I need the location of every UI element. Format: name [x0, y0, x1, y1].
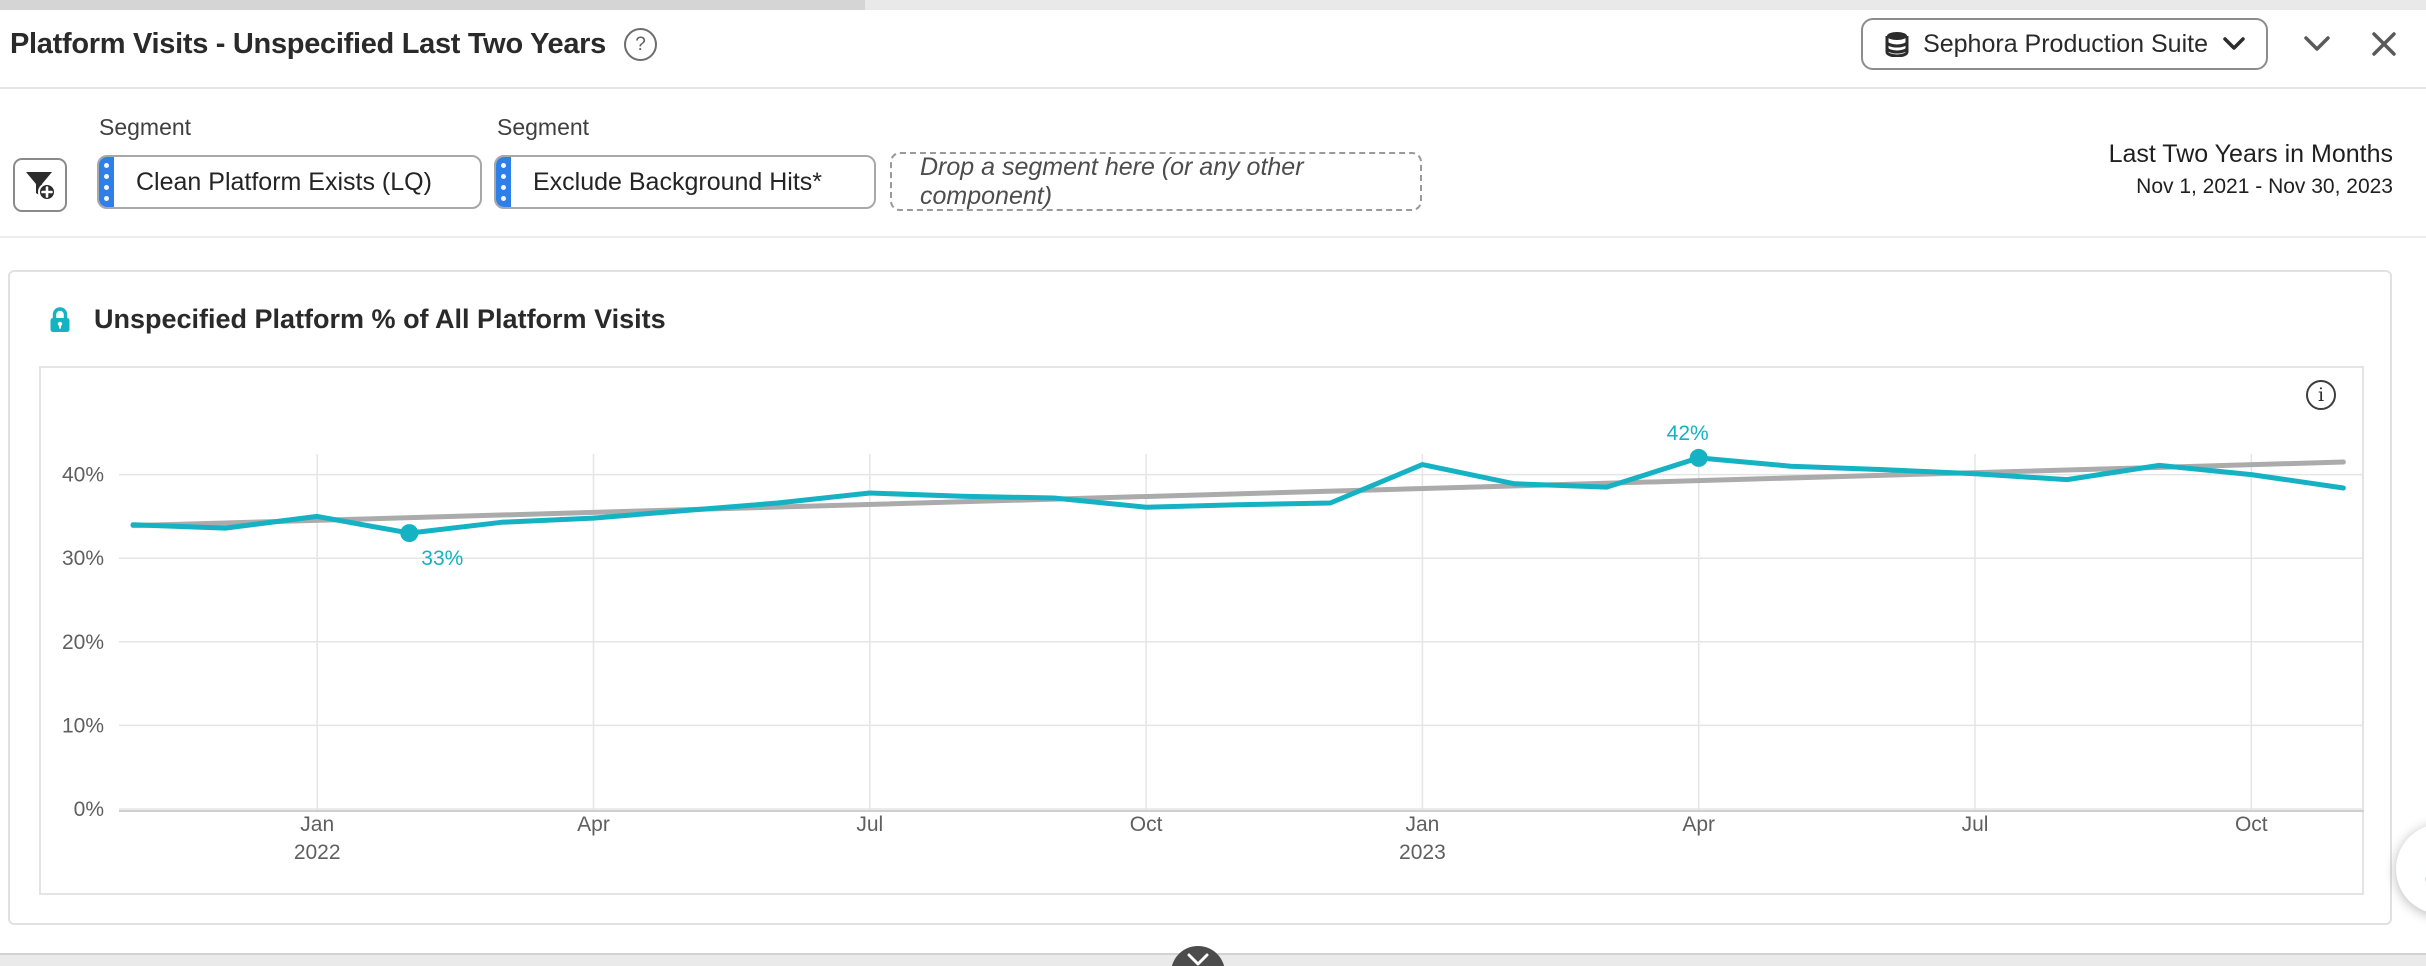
assistant-logo-icon	[2425, 877, 2426, 882]
visualization-panel: Unspecified Platform % of All Platform V…	[8, 270, 2392, 925]
panel-header-left: Platform Visits - Unspecified Last Two Y…	[10, 28, 657, 61]
data-point-dot[interactable]	[1689, 448, 1708, 467]
x-axis-tick-label: Apr	[577, 813, 610, 836]
data-point-label: 42%	[1667, 422, 1709, 445]
report-suite-selector[interactable]: Sephora Production Suite	[1861, 18, 2268, 70]
segment-pill-label: Clean Platform Exists (LQ)	[136, 167, 432, 196]
x-axis-tick-label: Oct	[1130, 813, 1163, 836]
segment-drop-zone-text: Drop a segment here (or any other compon…	[920, 152, 1304, 210]
y-axis-tick-label: 10%	[62, 714, 104, 737]
x-axis-tick-label: Oct	[2235, 813, 2268, 836]
add-filter-button[interactable]	[13, 158, 67, 212]
y-axis-tick-label: 30%	[62, 547, 104, 570]
segment-pill-clean-platform[interactable]: Clean Platform Exists (LQ)	[97, 155, 482, 209]
filter-section-divider	[0, 236, 2426, 238]
date-range-display[interactable]: Last Two Years in Months Nov 1, 2021 - N…	[2109, 140, 2393, 199]
line-chart-container[interactable]: 0% 10% 20% 30% 40% Jan 2022 Apr Jul Oct Jan 2023 Apr…	[39, 366, 2364, 895]
horizontal-scrollbar[interactable]	[0, 0, 2426, 10]
data-point-label: 33%	[421, 547, 463, 570]
panel-header-right: Sephora Production Suite	[1861, 18, 2402, 70]
visualization-title-row: Unspecified Platform % of All Platform V…	[48, 304, 666, 335]
segment-drag-handle[interactable]	[99, 157, 114, 207]
data-point-dot[interactable]	[400, 524, 419, 543]
x-axis-tick-label: Jan	[300, 813, 334, 836]
x-axis-year-label: 2022	[294, 841, 341, 864]
chevron-down-icon	[2222, 36, 2246, 52]
panel-header: Platform Visits - Unspecified Last Two Y…	[0, 10, 2426, 89]
lock-icon	[48, 306, 72, 334]
segment-drag-handle[interactable]	[496, 157, 511, 207]
chevron-down-icon	[1187, 953, 1209, 966]
segment-pill-label: Exclude Background Hits*	[533, 167, 823, 196]
segment-drop-zone[interactable]: Drop a segment here (or any other compon…	[890, 152, 1422, 211]
chart-title: Unspecified Platform % of All Platform V…	[94, 304, 666, 334]
database-icon	[1885, 31, 1909, 57]
info-icon[interactable]: i	[2306, 380, 2336, 410]
x-axis-tick-label: Jul	[856, 813, 883, 836]
funnel-plus-icon	[22, 167, 58, 203]
x-axis-tick-label: Jan	[1405, 813, 1439, 836]
x-axis-year-label: 2023	[1399, 841, 1446, 864]
line-chart[interactable]: 0% 10% 20% 30% 40% Jan 2022 Apr Jul Oct Jan 2023 Apr…	[41, 368, 2366, 897]
segment-pill-exclude-background[interactable]: Exclude Background Hits*	[494, 155, 876, 209]
y-axis-tick-label: 20%	[62, 631, 104, 654]
x-axis-tick-label: Apr	[1682, 813, 1715, 836]
date-range-detail: Nov 1, 2021 - Nov 30, 2023	[2136, 175, 2393, 198]
date-range-title: Last Two Years in Months	[2108, 140, 2393, 168]
page-title: Platform Visits - Unspecified Last Two Y…	[10, 28, 606, 60]
collapse-panel-chevron-icon[interactable]	[2298, 30, 2336, 58]
y-axis-tick-label: 40%	[62, 464, 104, 487]
segment-label-2: Segment	[497, 114, 590, 140]
series-line	[130, 455, 2346, 536]
scrollbar-thumb[interactable]	[0, 0, 865, 10]
panel-collapse-knob[interactable]	[1171, 946, 1225, 966]
help-icon[interactable]: ?	[624, 28, 657, 61]
assistant-floating-button[interactable]	[2396, 824, 2426, 914]
y-axis-tick-label: 0%	[74, 798, 104, 821]
report-suite-label: Sephora Production Suite	[1923, 29, 2208, 58]
x-axis-tick-label: Jul	[1962, 813, 1989, 836]
segment-label-1: Segment	[99, 114, 192, 140]
close-icon[interactable]	[2366, 26, 2402, 62]
trend-line	[130, 459, 2346, 529]
